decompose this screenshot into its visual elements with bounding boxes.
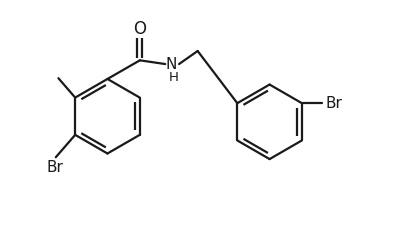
Text: Br: Br [47,160,64,175]
Text: O: O [133,20,146,38]
Text: Br: Br [325,96,342,111]
Text: H: H [168,71,178,84]
Text: N: N [166,56,177,72]
